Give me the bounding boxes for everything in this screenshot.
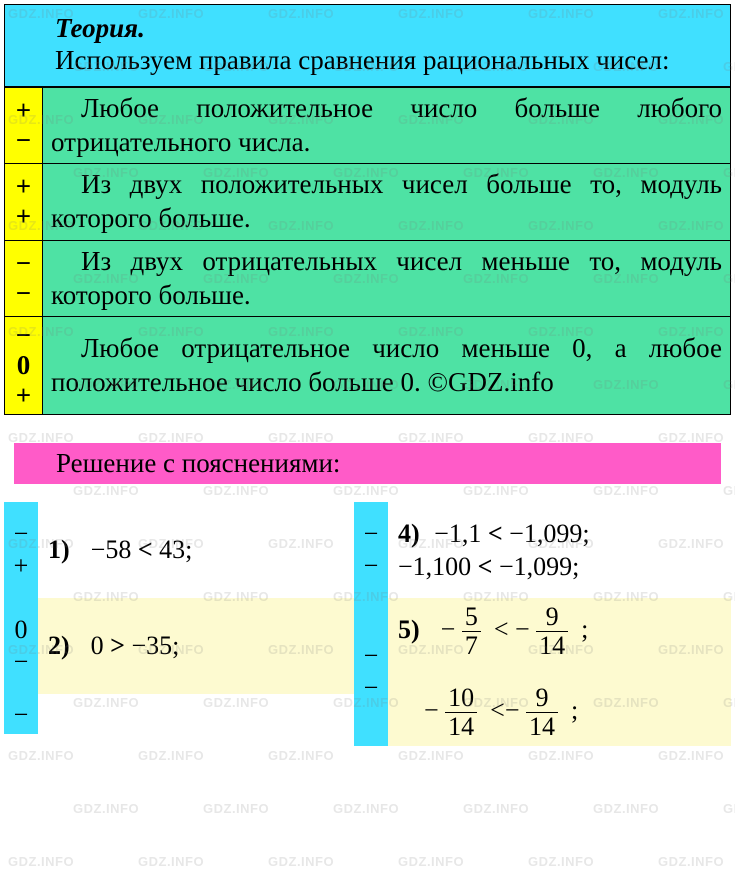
sign: − [7, 249, 40, 279]
table-row: + + Из двух положительных чисел боль­ше … [5, 164, 731, 241]
sign: − [7, 321, 40, 351]
sign-strip: − − [354, 598, 388, 746]
theory-box: Теория. Используем правила сравнения рац… [4, 4, 731, 87]
rule-text: Из двух положительных чисел боль­ше то, … [43, 164, 731, 241]
sign: − [7, 279, 40, 309]
table-row: − − Из двух отрицательных чисел мень­ше … [5, 240, 731, 317]
sign: + [14, 551, 29, 581]
sign: − [364, 641, 379, 671]
denom: 14 [536, 632, 568, 659]
sign: 0 [15, 615, 28, 645]
problem-number: 5) [398, 615, 420, 644]
sign: 0 [7, 351, 40, 381]
fraction: 914 [536, 604, 568, 659]
sign: + [7, 202, 40, 232]
sign: − [7, 126, 40, 156]
problems-column-right: − − 4) −1,1 < −1,099; −1,100 < −1,099; −… [354, 502, 731, 746]
expr-a: −58 [91, 535, 138, 564]
denom: 7 [462, 632, 481, 659]
problem-content [38, 694, 354, 734]
expr-a: 0 [91, 631, 111, 660]
sign: − [14, 519, 29, 549]
sign-strip: 0 − [4, 598, 38, 694]
problem-content: 4) −1,1 < −1,099; −1,100 < −1,099; [388, 511, 731, 591]
sign-cell: − − [5, 240, 43, 317]
theory-text: Используем правила сравнения раци­ональн… [17, 44, 718, 78]
problem-content: 5) − 57 < − 914 ; − 1014 <− 914 ; [388, 598, 731, 746]
sign: − [14, 700, 29, 730]
rule-text: Любое отрицательное число меньше 0, а лю… [43, 317, 731, 415]
sign: + [7, 381, 40, 411]
expr-b: −1,099; [493, 552, 580, 581]
sign-cell: + + [5, 164, 43, 241]
sign: − [364, 673, 379, 703]
sign: − [14, 647, 29, 677]
numer: 9 [526, 685, 558, 713]
problems-area: − + 1) −58 < 43; 0 − 2) 0 > −35; − [4, 502, 731, 746]
operator: < [138, 535, 153, 564]
solution-header: Решение с пояснениями: [14, 443, 721, 484]
expr-b: −1,099; [503, 519, 590, 548]
problem-row: − − 4) −1,1 < −1,099; −1,100 < −1,099; [354, 502, 731, 598]
operator: < [478, 552, 493, 581]
problem-number: 2) [48, 631, 70, 660]
expr-a: −1,100 [398, 552, 478, 581]
problem-number: 1) [48, 535, 70, 564]
sign-strip: − [4, 694, 38, 734]
sign-strip: − + [4, 502, 38, 598]
sign: + [7, 172, 40, 202]
problems-column-left: − + 1) −58 < 43; 0 − 2) 0 > −35; − [4, 502, 354, 746]
numer: 5 [462, 604, 481, 632]
sign-cell: + − [5, 87, 43, 164]
problem-row: − − 5) − 57 < − 914 ; − 1014 <− 914 ; [354, 598, 731, 746]
sign-strip: − − [354, 502, 388, 598]
rules-table: + − Любое положительное число больше люб… [4, 87, 731, 416]
fraction: 914 [526, 685, 558, 740]
table-row: − 0 + Любое отрицательное число меньше 0… [5, 317, 731, 415]
problem-content: 1) −58 < 43; [38, 527, 354, 573]
denom: 14 [445, 713, 477, 740]
problem-content: 2) 0 > −35; [38, 623, 354, 669]
problem-row: − + 1) −58 < 43; [4, 502, 354, 598]
sign: − [364, 551, 379, 581]
numer: 9 [536, 604, 568, 632]
operator: < [488, 519, 503, 548]
numer: 10 [445, 685, 477, 713]
table-row: + − Любое положительное число больше люб… [5, 87, 731, 164]
rule-text: Из двух отрицательных чисел мень­ше то, … [43, 240, 731, 317]
expr-a: −1,1 [434, 519, 488, 548]
expr-b: 43; [153, 535, 193, 564]
fraction: 57 [462, 604, 481, 659]
operator: > [110, 631, 125, 660]
fraction: 1014 [445, 685, 477, 740]
sign: − [364, 519, 379, 549]
sign-cell: − 0 + [5, 317, 43, 415]
expr-b: −35; [125, 631, 179, 660]
sign: + [7, 96, 40, 126]
denom: 14 [526, 713, 558, 740]
rule-text: Любое положительное число больше любого … [43, 87, 731, 164]
problem-row: 0 − 2) 0 > −35; [4, 598, 354, 694]
theory-title: Теория. [17, 13, 718, 44]
problem-row-partial: − [4, 694, 354, 734]
problem-number: 4) [398, 519, 420, 548]
